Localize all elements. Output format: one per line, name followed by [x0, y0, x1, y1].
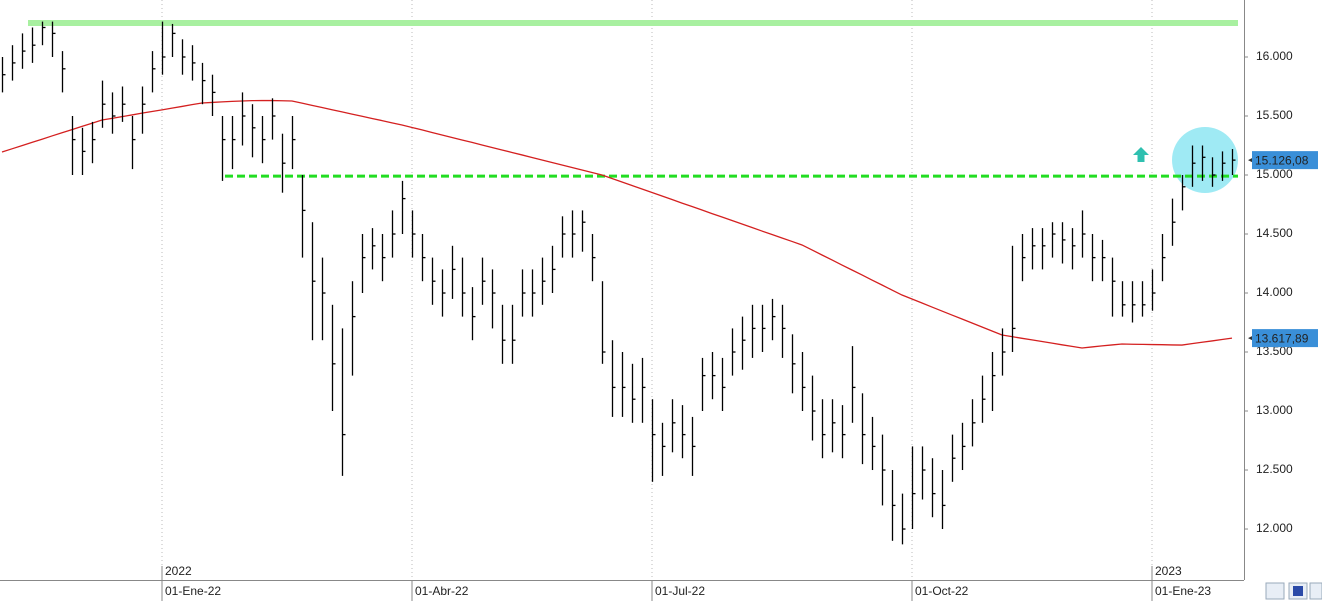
y-tick-label: 14.000	[1256, 285, 1293, 299]
pin-button[interactable]	[1309, 582, 1322, 600]
year-label: 2022	[165, 564, 192, 578]
price-tag-label: 13.617,89	[1255, 331, 1309, 345]
x-tick-label: 01-Ene-22	[165, 584, 221, 598]
x-tick-label: 01-Abr-22	[415, 584, 469, 598]
year-label: 2023	[1155, 564, 1182, 578]
moving-average	[1, 99, 1233, 349]
y-tick-label: 14.500	[1256, 226, 1293, 240]
y-tick-label: 12.500	[1256, 462, 1293, 476]
y-tick-label: 13.000	[1256, 403, 1293, 417]
tool-button[interactable]	[1265, 582, 1285, 600]
y-tick-label: 12.000	[1256, 521, 1293, 535]
y-tick-label: 15.500	[1256, 108, 1293, 122]
y-tick-label: 13.500	[1256, 344, 1293, 358]
toolbar	[1265, 582, 1322, 600]
price-tag	[1252, 329, 1318, 348]
up-arrow	[1133, 147, 1149, 162]
x-tick-label: 01-Ene-23	[1155, 584, 1211, 598]
save-icon	[1293, 586, 1303, 596]
y-tick-label: 15.000	[1256, 167, 1293, 181]
x-tick-label: 01-Jul-22	[655, 584, 705, 598]
y-tick-label: 16.000	[1256, 49, 1293, 63]
price-tag-label: 15.126,08	[1255, 153, 1309, 167]
x-tick-label: 01-Oct-22	[915, 584, 969, 598]
price-tag	[1252, 151, 1318, 170]
